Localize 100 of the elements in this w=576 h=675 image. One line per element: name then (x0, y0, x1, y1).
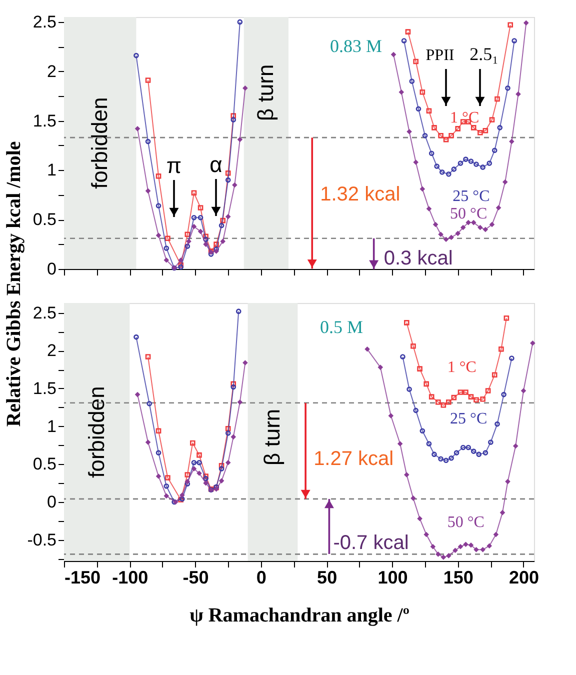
point (413, 408, 418, 414)
point (145, 78, 151, 83)
point (458, 544, 464, 550)
point (458, 390, 464, 395)
point (203, 476, 208, 482)
point (413, 58, 418, 64)
point (145, 188, 151, 194)
y-tick-label: 2.5 (32, 12, 56, 32)
point (505, 86, 510, 91)
point (422, 132, 428, 138)
point (424, 381, 429, 387)
point (463, 156, 468, 162)
point (242, 86, 248, 91)
point (482, 450, 488, 456)
y-tick-label: 0.5 (32, 454, 56, 474)
point (470, 448, 476, 454)
y-tick-label: -0.5 (27, 530, 56, 550)
point (225, 460, 231, 466)
annotation: -0.7 kcal (333, 532, 409, 554)
series-label: 25 °C (452, 188, 490, 206)
x-tick-label: -150 (64, 568, 101, 588)
y-tick-label: 0 (47, 492, 56, 512)
point (446, 553, 452, 558)
point (165, 236, 170, 242)
point (164, 246, 170, 251)
point (405, 29, 411, 34)
point (413, 160, 418, 165)
point (145, 138, 151, 144)
point (203, 242, 208, 247)
point (463, 390, 468, 395)
x-tick-label: -50 (182, 568, 209, 588)
point (420, 186, 426, 192)
point (455, 230, 460, 236)
point (196, 452, 202, 458)
annotation: α (210, 152, 223, 177)
point (493, 532, 499, 538)
point (401, 38, 407, 44)
point (436, 552, 441, 557)
series-label: 50 °C (450, 205, 488, 222)
point (191, 224, 197, 230)
point (404, 320, 410, 326)
point (203, 234, 208, 240)
point (417, 366, 422, 372)
point (242, 360, 248, 366)
point (504, 315, 510, 321)
point (184, 244, 190, 249)
point (156, 173, 162, 179)
point (436, 399, 441, 405)
annotation: 0.83 M (330, 36, 382, 56)
point (486, 543, 492, 549)
band-label: forbidden (87, 97, 112, 189)
point (482, 128, 488, 134)
point (432, 125, 437, 130)
point (236, 308, 242, 314)
point (164, 257, 170, 263)
y-tick-label: 1.5 (32, 111, 56, 130)
point (492, 372, 498, 378)
point (468, 158, 474, 164)
point (225, 214, 231, 220)
point (446, 171, 452, 177)
point (438, 456, 444, 462)
y-tick-label: 0.5 (32, 210, 56, 230)
point (230, 434, 236, 440)
point (237, 136, 243, 142)
point (225, 170, 231, 176)
point (203, 474, 208, 479)
point (390, 52, 396, 58)
point (488, 440, 494, 445)
annotation: PPII (426, 47, 454, 64)
point (474, 162, 479, 167)
point (468, 394, 474, 400)
point (220, 218, 226, 224)
point (406, 128, 412, 134)
point (398, 89, 404, 95)
point (186, 238, 192, 244)
point (198, 205, 204, 210)
point (237, 399, 243, 405)
point (364, 346, 370, 352)
x-tick-label: 50 (317, 568, 338, 588)
y-tick-label: 1 (47, 160, 56, 180)
point (480, 547, 486, 552)
point (494, 96, 500, 102)
y-tick-label: 2.5 (32, 303, 56, 322)
point (165, 475, 170, 480)
point (230, 117, 236, 122)
point (443, 458, 449, 464)
point (409, 78, 415, 84)
point (446, 399, 452, 405)
point (406, 386, 412, 392)
band-label: β turn (253, 64, 278, 121)
annotation: π (166, 153, 182, 178)
point (498, 346, 504, 352)
point (410, 496, 416, 501)
point (156, 203, 162, 208)
point (410, 343, 416, 349)
series-label: 1 °C (447, 359, 476, 376)
point (178, 257, 184, 263)
point (502, 179, 508, 185)
x-tick-label: 150 (443, 568, 474, 588)
point (164, 483, 170, 489)
